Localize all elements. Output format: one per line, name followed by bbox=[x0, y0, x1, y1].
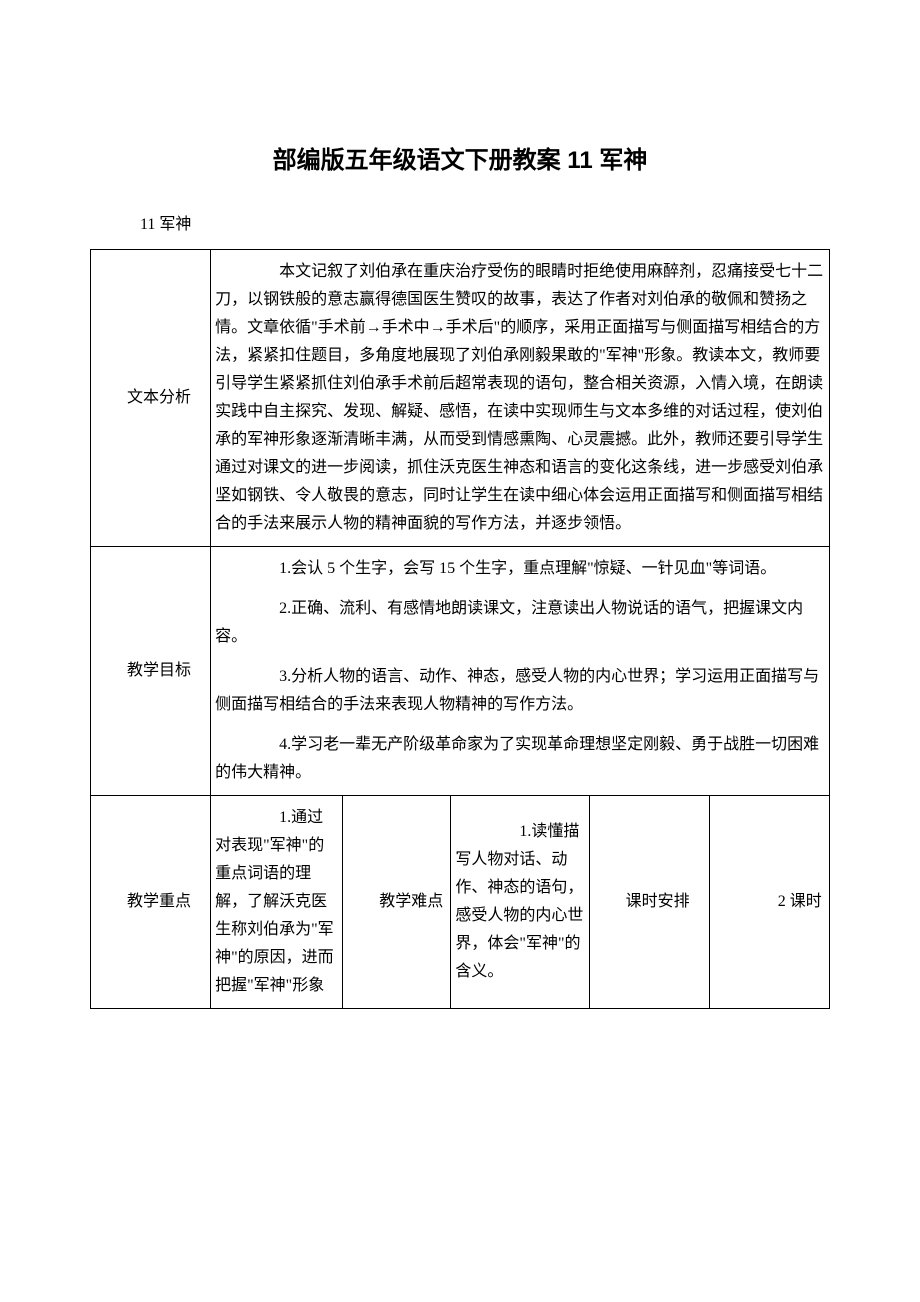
teaching-goals-label: 教学目标 bbox=[91, 547, 211, 796]
lesson-plan-table: 文本分析 本文记叙了刘伯承在重庆治疗受伤的眼睛时拒绝使用麻醉剂，忍痛接受七十二刀… bbox=[90, 249, 830, 1009]
text-analysis-content: 本文记叙了刘伯承在重庆治疗受伤的眼睛时拒绝使用麻醉剂，忍痛接受七十二刀，以钢铁般… bbox=[211, 250, 830, 547]
goal-item: 2.正确、流利、有感情地朗读课文，注意读出人物说话的语气，把握课文内容。 bbox=[215, 595, 825, 651]
table-row: 教学目标 1.会认 5 个生字，会写 15 个生字，重点理解"惊疑、一针见血"等… bbox=[91, 547, 830, 796]
focus-content: 1.通过对表现"军神"的重点词语的理解，了解沃克医生称刘伯承为"军神"的原因，进… bbox=[211, 796, 343, 1009]
teaching-goals-content: 1.会认 5 个生字，会写 15 个生字，重点理解"惊疑、一针见血"等词语。 2… bbox=[211, 547, 830, 796]
table-row: 文本分析 本文记叙了刘伯承在重庆治疗受伤的眼睛时拒绝使用麻醉剂，忍痛接受七十二刀… bbox=[91, 250, 830, 547]
table-row: 教学重点 1.通过对表现"军神"的重点词语的理解，了解沃克医生称刘伯承为"军神"… bbox=[91, 796, 830, 1009]
difficulty-label: 教学难点 bbox=[343, 796, 451, 1009]
hours-content: 2 课时 bbox=[709, 796, 829, 1009]
page-title: 部编版五年级语文下册教案 11 军神 bbox=[90, 140, 830, 175]
goal-item: 4.学习老一辈无产阶级革命家为了实现革命理想坚定刚毅、勇于战胜一切困难的伟大精神… bbox=[215, 731, 825, 787]
hours-label: 课时安排 bbox=[589, 796, 709, 1009]
difficulty-content: 1.读懂描写人物对话、动作、神态的语句，感受人物的内心世界，体会"军神"的含义。 bbox=[451, 796, 589, 1009]
text-analysis-label: 文本分析 bbox=[91, 250, 211, 547]
focus-label: 教学重点 bbox=[91, 796, 211, 1009]
subtitle: 11 军神 bbox=[90, 210, 830, 234]
goal-item: 1.会认 5 个生字，会写 15 个生字，重点理解"惊疑、一针见血"等词语。 bbox=[215, 555, 825, 583]
goal-item: 3.分析人物的语言、动作、神态，感受人物的内心世界；学习运用正面描写与侧面描写相… bbox=[215, 663, 825, 719]
